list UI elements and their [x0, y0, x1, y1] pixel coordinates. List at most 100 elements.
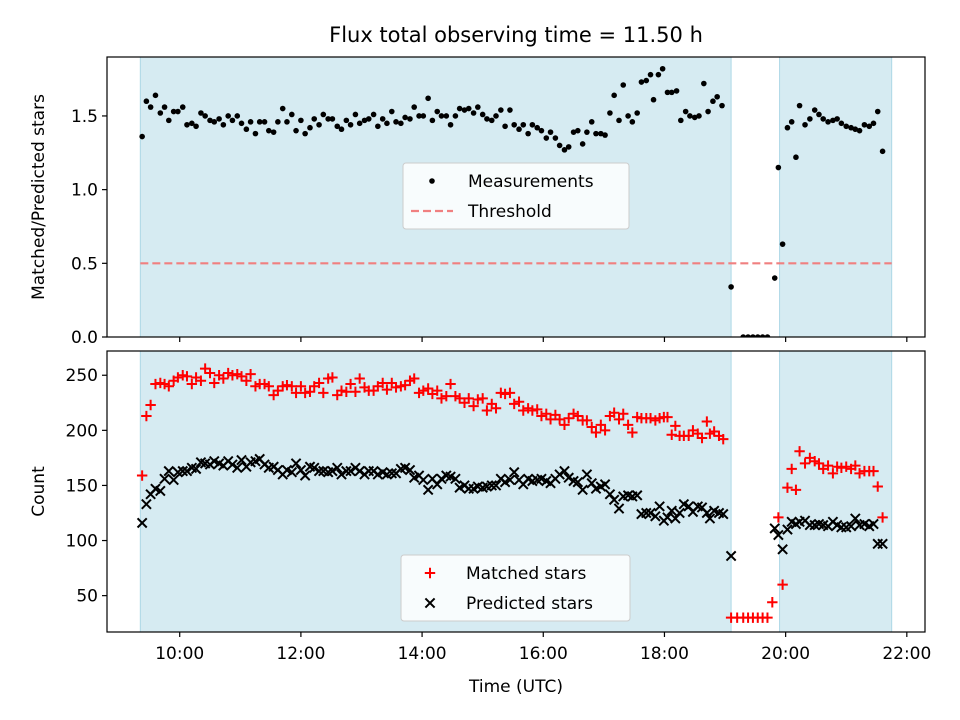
data-point — [284, 119, 290, 125]
data-point — [638, 79, 645, 85]
y-tick-label: 0.5 — [71, 254, 98, 274]
data-point — [168, 474, 179, 486]
data-point — [465, 105, 472, 112]
data-point — [234, 113, 241, 119]
data-point — [436, 473, 447, 485]
data-point — [666, 429, 677, 440]
data-point — [554, 414, 565, 425]
data-point — [745, 334, 751, 337]
data-point — [719, 102, 725, 109]
data-point — [556, 142, 563, 149]
data-point — [422, 383, 434, 394]
data-point — [645, 413, 656, 424]
data-point — [381, 384, 393, 395]
x-tick-label: 18:00 — [640, 644, 689, 664]
data-point — [581, 415, 593, 426]
data-point — [218, 373, 229, 384]
legend-label: Measurements — [468, 172, 594, 192]
data-point — [152, 92, 159, 99]
data-point — [354, 465, 365, 477]
data-point — [622, 419, 634, 431]
series-measurements — [139, 65, 886, 337]
data-point — [331, 462, 343, 474]
data-point — [701, 507, 713, 519]
data-point — [579, 141, 586, 147]
data-point — [691, 114, 698, 121]
data-point — [822, 460, 834, 471]
data-point — [157, 110, 164, 116]
data-point — [293, 127, 299, 134]
data-point — [375, 123, 381, 130]
top-panel: 0.0 0.5 1.0 1.5 Matched/Predicted stars Measu… — [29, 56, 926, 348]
data-point — [877, 538, 888, 550]
data-point — [159, 473, 170, 485]
data-point — [647, 71, 654, 78]
data-point — [845, 520, 857, 532]
data-point — [493, 113, 499, 119]
data-point — [584, 129, 590, 135]
data-point — [220, 121, 227, 128]
data-point — [750, 334, 756, 337]
data-point — [650, 96, 657, 103]
data-point — [848, 124, 854, 131]
data-point — [718, 433, 729, 445]
data-point — [856, 127, 863, 134]
data-point — [655, 71, 662, 78]
data-point — [782, 524, 793, 535]
data-point — [184, 121, 190, 128]
data-point — [136, 517, 148, 529]
data-point — [461, 107, 468, 113]
data-point — [302, 130, 308, 137]
data-point — [350, 386, 361, 397]
data-point — [850, 513, 861, 524]
data-point — [438, 113, 445, 119]
data-point — [452, 113, 459, 119]
data-point — [256, 119, 263, 125]
data-point — [775, 164, 782, 171]
data-point — [620, 82, 627, 88]
data-point — [231, 462, 243, 474]
data-point — [279, 105, 286, 112]
data-point — [488, 117, 495, 124]
data-point — [799, 458, 811, 469]
y-tick-label: 1.5 — [71, 107, 98, 127]
data-point — [370, 111, 377, 118]
data-point — [263, 381, 274, 392]
data-point — [536, 410, 547, 422]
data-point — [696, 432, 708, 444]
data-point — [654, 501, 665, 512]
data-point — [868, 465, 879, 477]
data-point — [307, 124, 313, 131]
data-point — [313, 377, 325, 389]
data-point — [352, 111, 359, 118]
data-point — [181, 465, 193, 477]
data-point — [484, 116, 490, 122]
data-point — [836, 462, 847, 474]
data-point — [202, 113, 208, 119]
data-point — [504, 387, 516, 399]
data-point — [570, 129, 577, 135]
data-point — [572, 476, 584, 488]
data-point — [211, 119, 218, 125]
y-tick-label: 250 — [66, 366, 98, 386]
data-point — [725, 550, 737, 562]
data-point — [563, 472, 575, 484]
data-point — [298, 117, 304, 124]
data-point — [216, 116, 222, 122]
data-point — [518, 405, 529, 416]
data-point — [241, 375, 252, 386]
data-point — [225, 113, 231, 119]
data-point — [186, 378, 198, 390]
data-point — [581, 469, 593, 480]
data-point — [561, 147, 568, 153]
data-point — [790, 484, 802, 496]
data-point — [388, 108, 395, 115]
data-point — [327, 372, 338, 383]
y-tick-label: 150 — [66, 476, 98, 496]
data-point — [311, 116, 318, 122]
data-point — [779, 241, 786, 247]
data-point — [409, 373, 420, 384]
data-point — [762, 612, 773, 623]
legend: Measurements Threshold — [402, 162, 630, 230]
data-point — [547, 129, 554, 135]
